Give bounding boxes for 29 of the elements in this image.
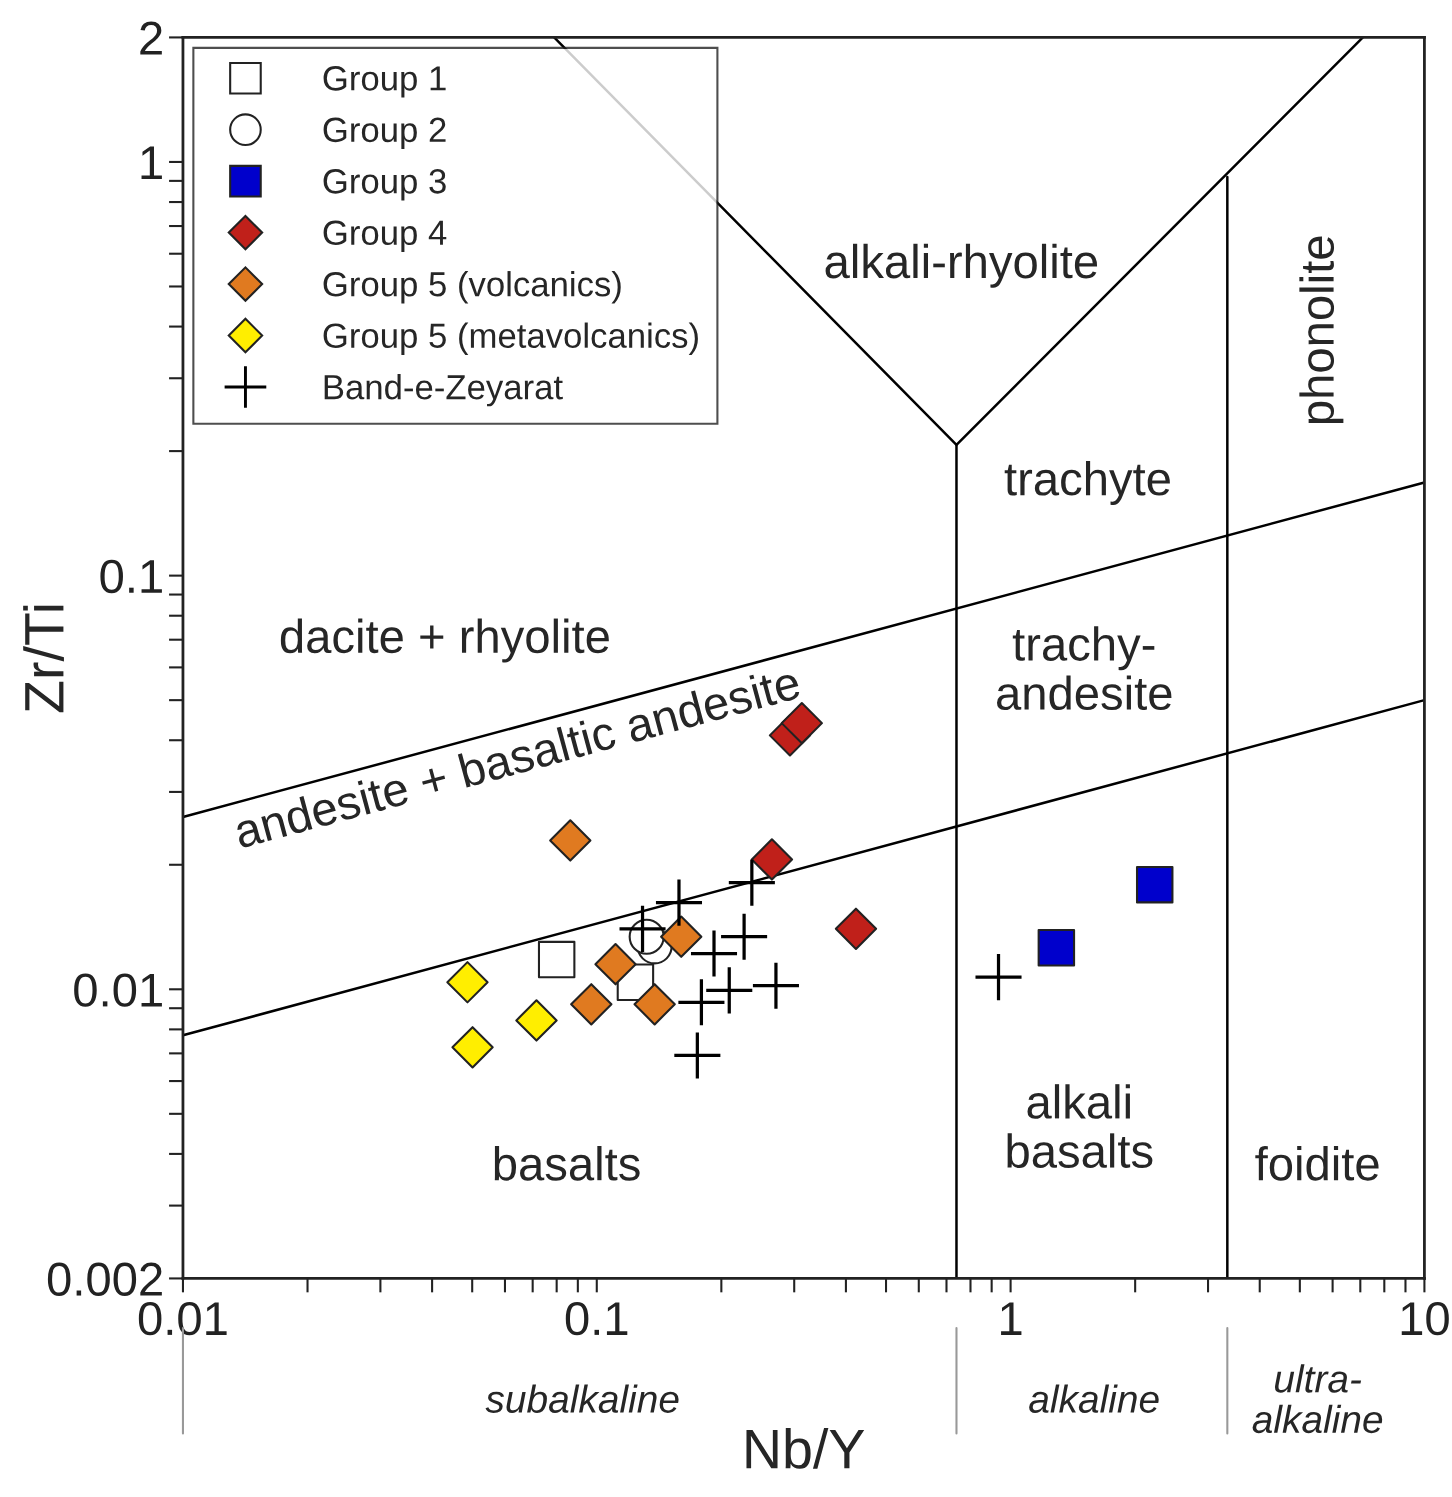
annotation: phonolite — [1299, 236, 1344, 424]
x-tick-label: 1 — [1001, 1302, 1022, 1335]
annotation: alkali-rhyolite — [825, 243, 1098, 288]
legend-label: Group 5 (volcanics) — [323, 271, 621, 304]
legend-label: Group 5 (metavolcanics) — [323, 322, 698, 355]
legend-label: Group 3 — [323, 169, 446, 201]
annotation: trachyte — [1004, 460, 1170, 505]
x-tick-label: 10 — [1401, 1301, 1449, 1336]
legend-label: Band-e-Zeyarat — [324, 373, 563, 407]
annotation: dacite + rhyolite — [280, 618, 609, 663]
y-tick-label: 1 — [141, 146, 162, 180]
y-tick-label: 0.002 — [47, 1262, 162, 1297]
x-tick-label: 0.1 — [565, 1301, 628, 1336]
text: ultra- alkaline — [1252, 1364, 1383, 1434]
text: subalkaline — [485, 1384, 679, 1413]
y-tick-label: 2 — [140, 21, 162, 55]
legend-label: Group 1 — [323, 66, 446, 98]
y-tick-label: 0.1 — [100, 559, 162, 594]
annotation: andesite + basaltic andesite — [232, 664, 802, 849]
y-axis-title: Zr/Ti — [23, 605, 64, 713]
annotation: foidite — [1255, 1145, 1379, 1181]
x-axis-title: Nb/Y — [746, 1428, 865, 1469]
annotation: trachy- andesite — [997, 626, 1172, 711]
annotation: alkali basalts — [1007, 1084, 1153, 1169]
y-tick-label: 0.01 — [74, 973, 162, 1007]
annotation: basalts — [494, 1145, 640, 1181]
legend-label: Group 4 — [323, 220, 447, 252]
text: alkaline — [1029, 1384, 1159, 1413]
legend-label: Group 2 — [323, 117, 446, 150]
